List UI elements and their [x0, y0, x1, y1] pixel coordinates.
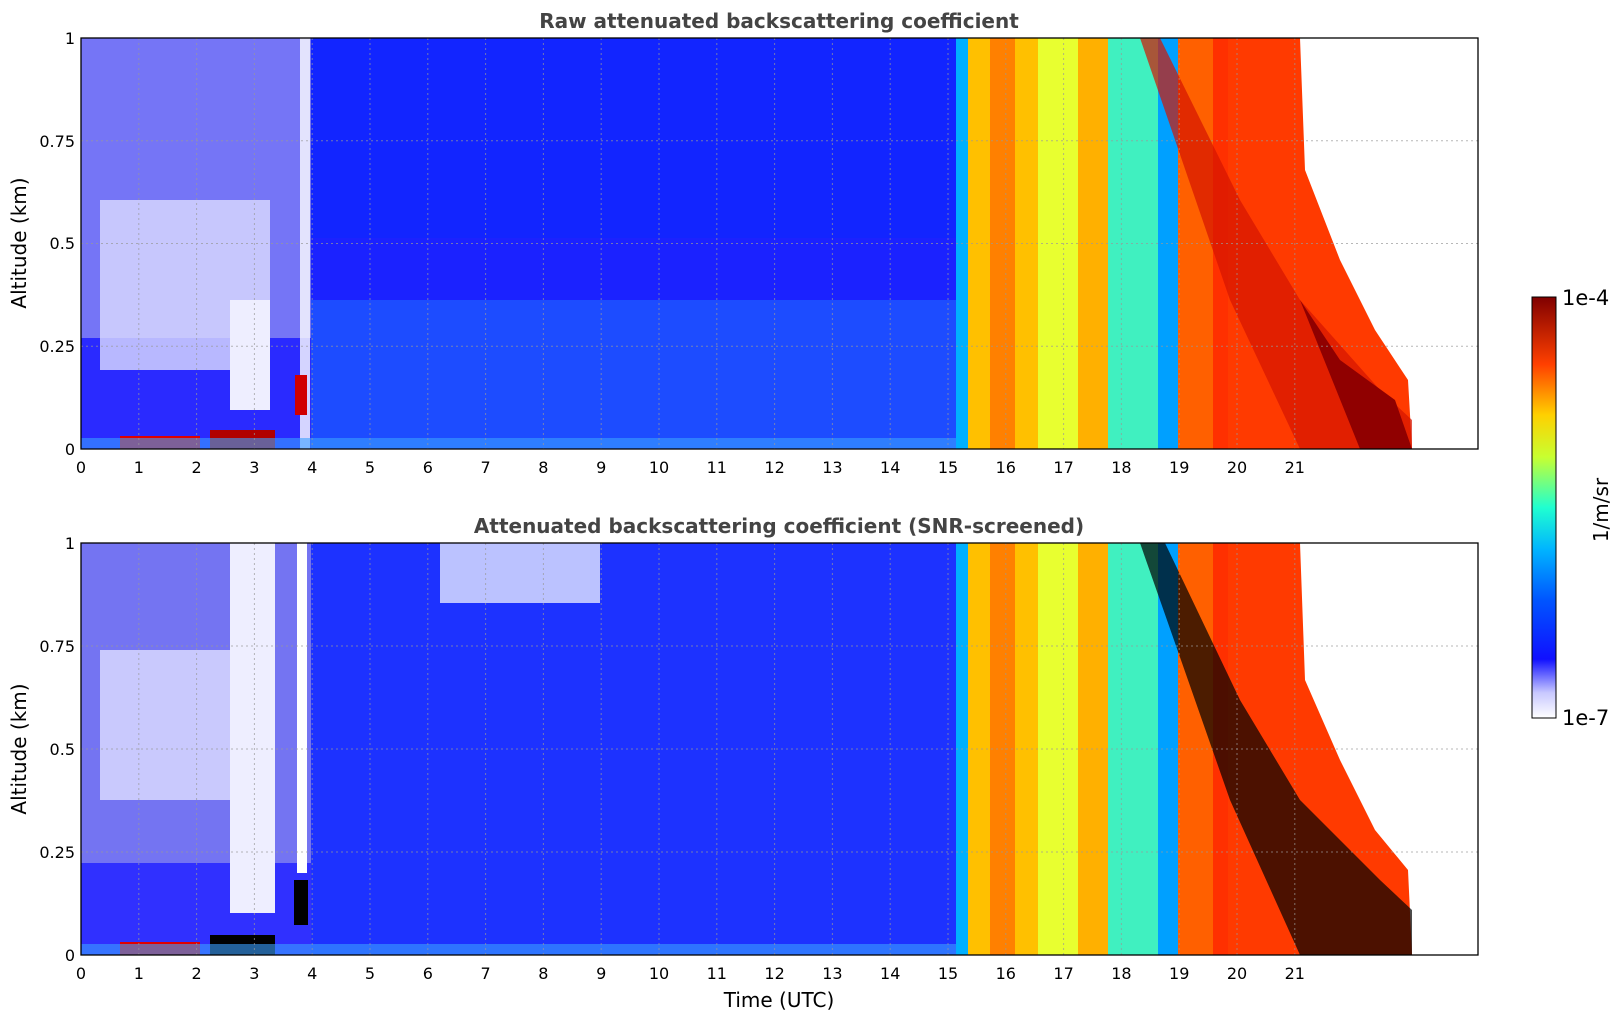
panel-raw-xticks: 0 1 2 3 4 5 6 7 8 9 10 11 12 13 14 15 16… [76, 458, 1305, 477]
x-tick-label: 12 [764, 458, 784, 477]
x-tick-label: 14 [880, 458, 900, 477]
x-tick-label: 20 [1227, 964, 1247, 983]
colorbar: 1e-4 1e-7 1/m/sr [1531, 286, 1613, 730]
x-tick-label: 17 [1053, 458, 1073, 477]
x-tick-label: 9 [596, 964, 606, 983]
panel-screened: Attenuated backscattering coefficient (S… [7, 514, 1479, 1012]
x-tick-label: 0 [76, 964, 86, 983]
x-tick-label: 7 [481, 964, 491, 983]
x-tick-label: 9 [596, 458, 606, 477]
x-tick-label: 14 [880, 964, 900, 983]
x-tick-label: 21 [1285, 458, 1305, 477]
y-tick-label: 0.75 [39, 132, 75, 151]
panel-screened-frame [80, 542, 1479, 956]
y-tick-label: 0.5 [50, 234, 75, 253]
x-tick-label: 1 [134, 458, 144, 477]
panel-raw-ylabel: Altitude (km) [7, 177, 31, 308]
x-tick-label: 19 [1169, 458, 1189, 477]
x-tick-label: 12 [764, 964, 784, 983]
x-tick-label: 7 [481, 458, 491, 477]
colorbar-max-label: 1e-4 [1562, 286, 1609, 310]
x-tick-label: 8 [538, 458, 548, 477]
x-tick-label: 5 [365, 458, 375, 477]
colorbar-unit-label: 1/m/sr [1589, 477, 1613, 542]
y-tick-label: 0.75 [39, 637, 75, 656]
x-tick-label: 16 [996, 964, 1016, 983]
x-tick-label: 13 [822, 458, 842, 477]
x-tick-label: 5 [365, 964, 375, 983]
x-tick-label: 15 [938, 964, 958, 983]
x-axis-label: Time (UTC) [723, 988, 835, 1012]
colorbar-min-label: 1e-7 [1562, 706, 1609, 730]
x-tick-label: 6 [423, 458, 433, 477]
x-tick-label: 4 [307, 964, 317, 983]
x-tick-label: 18 [1111, 458, 1131, 477]
x-tick-label: 4 [307, 458, 317, 477]
x-tick-label: 18 [1111, 964, 1131, 983]
panel-raw-grid [81, 38, 1478, 449]
panel-screened-title: Attenuated backscattering coefficient (S… [474, 514, 1084, 538]
x-tick-label: 21 [1285, 964, 1305, 983]
x-tick-label: 0 [76, 458, 86, 477]
x-tick-label: 17 [1053, 964, 1073, 983]
panel-screened-heatmap [81, 543, 1478, 955]
y-tick-label: 1 [65, 534, 75, 553]
panel-raw: Raw attenuated backscattering coefficien… [7, 9, 1479, 477]
x-tick-label: 3 [249, 964, 259, 983]
panel-screened-xticks: 0 1 2 3 4 5 6 7 8 9 10 11 12 13 14 15 16… [76, 964, 1305, 983]
y-tick-label: 0 [65, 946, 75, 965]
colorbar-gradient [1531, 296, 1557, 719]
x-tick-label: 11 [707, 458, 727, 477]
x-tick-label: 2 [192, 458, 202, 477]
y-tick-label: 0.5 [50, 740, 75, 759]
y-tick-label: 0 [65, 440, 75, 459]
x-tick-label: 20 [1227, 458, 1247, 477]
x-tick-label: 2 [192, 964, 202, 983]
panel-screened-yticks: 0 0.25 0.5 0.75 1 [39, 534, 75, 965]
panel-raw-frame [80, 37, 1479, 450]
x-tick-label: 15 [938, 458, 958, 477]
panel-raw-heatmap [81, 38, 1478, 449]
x-tick-label: 6 [423, 964, 433, 983]
x-tick-label: 10 [649, 964, 669, 983]
x-tick-label: 10 [649, 458, 669, 477]
x-tick-label: 19 [1169, 964, 1189, 983]
panel-raw-yticks: 0 0.25 0.5 0.75 1 [39, 29, 75, 459]
x-tick-label: 11 [707, 964, 727, 983]
panel-raw-title: Raw attenuated backscattering coefficien… [539, 9, 1019, 33]
x-tick-label: 3 [249, 458, 259, 477]
x-tick-label: 1 [134, 964, 144, 983]
x-tick-label: 8 [538, 964, 548, 983]
panel-screened-ylabel: Altitude (km) [7, 683, 31, 814]
panel-screened-grid [81, 543, 1478, 955]
y-tick-label: 0.25 [39, 843, 75, 862]
y-tick-label: 0.25 [39, 337, 75, 356]
x-tick-label: 16 [996, 458, 1016, 477]
x-tick-label: 13 [822, 964, 842, 983]
y-tick-label: 1 [65, 29, 75, 48]
